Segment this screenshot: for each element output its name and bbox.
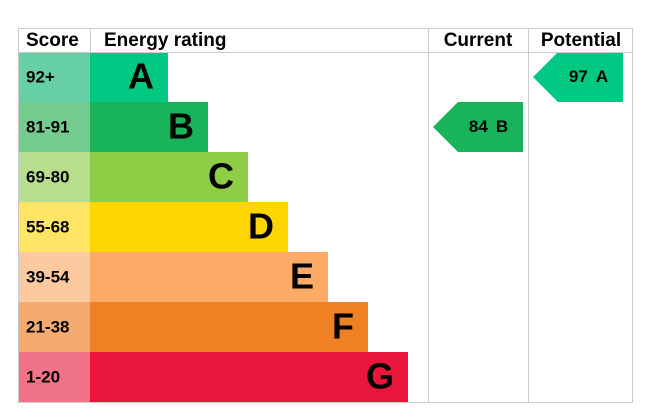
potential-score: 97	[569, 67, 588, 86]
rating-letter: G	[366, 356, 394, 397]
score-cell	[18, 52, 90, 102]
header-rating: Energy rating	[104, 30, 226, 51]
potential-arrow	[533, 52, 623, 102]
score-range: 1-20	[26, 367, 60, 386]
rating-bar	[90, 52, 168, 102]
rating-bar	[90, 152, 248, 202]
current-letter: B	[496, 117, 508, 136]
rating-letter: E	[290, 256, 314, 297]
rating-bar	[90, 352, 408, 402]
score-cell	[18, 102, 90, 152]
rating-letter: B	[168, 106, 194, 147]
rating-letter: A	[128, 56, 154, 97]
header-score: Score	[26, 30, 79, 51]
current-label: 84 B	[469, 117, 508, 136]
table-border	[18, 28, 633, 403]
current-arrow	[433, 102, 523, 152]
score-cell	[18, 352, 90, 402]
rating-letter: D	[248, 206, 274, 247]
score-range: 39-54	[26, 267, 70, 286]
rating-bar	[90, 102, 208, 152]
header-current: Current	[444, 30, 513, 51]
rating-bar	[90, 302, 368, 352]
rating-letter: C	[208, 156, 234, 197]
potential-letter: A	[596, 67, 608, 86]
score-range: 81-91	[26, 117, 69, 136]
current-score: 84	[469, 117, 488, 136]
table-grid	[18, 28, 633, 403]
rating-bar	[90, 202, 288, 252]
score-cell	[18, 252, 90, 302]
potential-label: 97 A	[569, 67, 608, 86]
score-range: 55-68	[26, 217, 69, 236]
score-cell	[18, 152, 90, 202]
score-cell	[18, 302, 90, 352]
score-range: 69-80	[26, 167, 69, 186]
rating-letter: F	[332, 306, 354, 347]
score-range: 21-38	[26, 317, 69, 336]
header-potential: Potential	[541, 30, 621, 51]
score-range: 92+	[26, 67, 55, 86]
rating-bar	[90, 252, 328, 302]
score-cell	[18, 202, 90, 252]
